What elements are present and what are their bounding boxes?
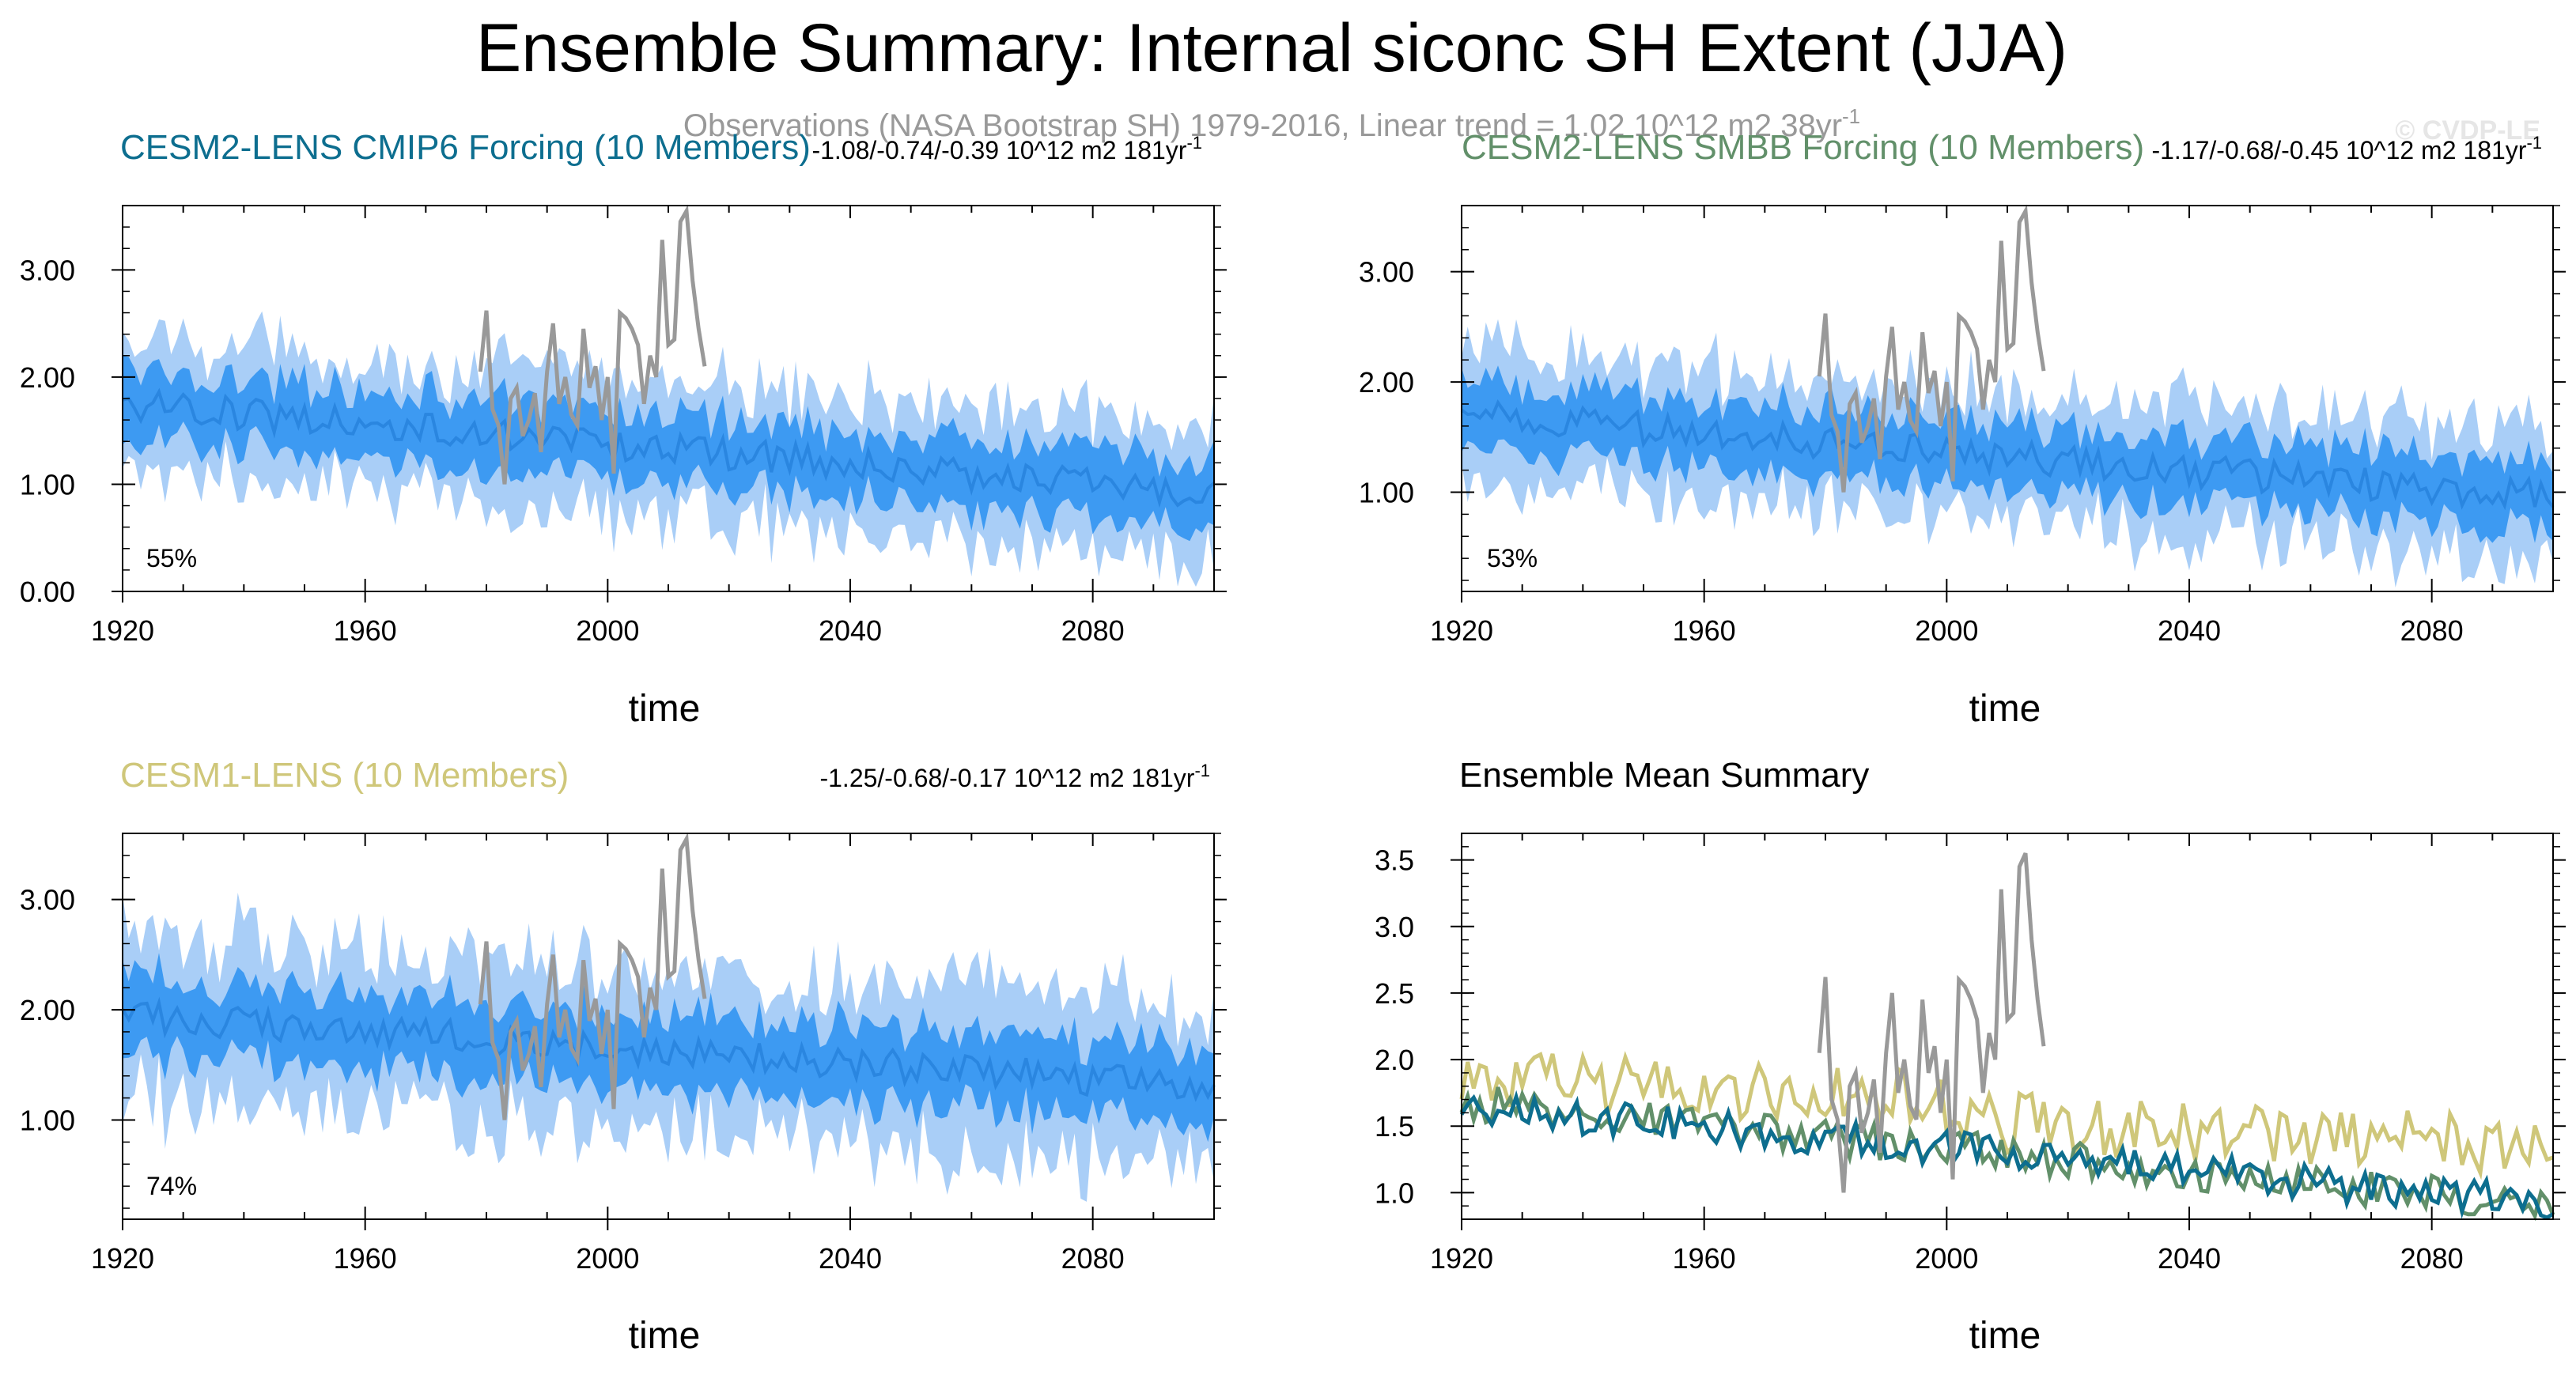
trend-label: -1.25/-0.68/-0.17 10^12 m2 181yr-1 [819, 761, 1210, 792]
percent-label: 55% [146, 544, 197, 572]
watermark: © CVDP-LE [2395, 115, 2540, 145]
x-tick-label: 2080 [1061, 1242, 1125, 1275]
x-tick-label: 1920 [91, 1242, 154, 1275]
y-tick-label: 3.0 [1375, 911, 1414, 943]
y-tick-label: 2.00 [20, 994, 75, 1026]
x-tick-label: 2040 [819, 1242, 882, 1275]
x-axis-label: time [1969, 688, 2041, 730]
x-axis-label: time [1969, 1315, 2041, 1357]
panel-title: CESM2-LENS CMIP6 Forcing (10 Members) [120, 128, 811, 167]
panel-title: CESM1-LENS (10 Members) [120, 756, 569, 795]
y-tick-label: 1.5 [1375, 1110, 1414, 1143]
y-tick-label: 2.00 [1359, 366, 1414, 399]
x-tick-label: 2040 [2158, 1242, 2221, 1275]
x-tick-label: 2080 [2400, 1242, 2464, 1275]
percent-label: 74% [146, 1172, 197, 1200]
trend-label: -1.17/-0.68/-0.45 10^12 m2 181yr-1 [2151, 133, 2542, 164]
x-tick-label: 2000 [576, 614, 639, 647]
x-tick-label: 1960 [334, 1242, 397, 1275]
y-tick-label: 3.5 [1375, 844, 1414, 877]
y-tick-label: 2.0 [1375, 1044, 1414, 1076]
figure-title: Ensemble Summary: Internal siconc SH Ext… [476, 10, 2067, 86]
x-axis-label: time [629, 1315, 701, 1357]
plot-area: 1920 1960 2000 2040 2080 1.0 1.5 2.0 2.5 3.0 3.5 [1375, 833, 2566, 1275]
x-tick-label: 2040 [2158, 614, 2221, 647]
panel-cesm2-cmip6: CESM2-LENS CMIP6 Forcing (10 Members) -1… [20, 128, 1227, 730]
inner-band [123, 355, 1214, 542]
y-tick-label: 1.0 [1375, 1177, 1414, 1209]
y-tick-label: 1.00 [20, 468, 75, 501]
y-tick-label: 3.00 [20, 884, 75, 916]
y-tick-label: 2.5 [1375, 977, 1414, 1010]
plot-area: 1920 1960 2000 2040 2080 1.00 2.00 3.00 [1359, 204, 2566, 647]
series-line-cesm1-lens [1459, 1050, 2554, 1180]
x-tick-label: 2000 [1915, 614, 1978, 647]
x-axis-label: time [629, 688, 701, 730]
plot-area: 1920 1960 2000 2040 2080 1.00 2.00 3.00 [20, 832, 1227, 1275]
ensemble-mean-line [122, 387, 1216, 508]
x-tick-label: 2080 [1061, 614, 1125, 647]
y-tick-label: 1.00 [1359, 477, 1414, 509]
panel-title: CESM2-LENS SMBB Forcing (10 Members) [1462, 128, 2144, 167]
panel-title: Ensemble Mean Summary [1459, 756, 1869, 795]
x-tick-label: 1920 [91, 614, 154, 647]
observations-subtitle: Observations (NASA Bootstrap SH) 1979-20… [683, 104, 1860, 143]
ensemble-mean-line [1460, 399, 2555, 511]
x-tick-label: 1960 [1673, 1242, 1736, 1275]
x-tick-label: 1960 [1673, 614, 1736, 647]
observations-line [478, 832, 707, 1120]
plot-area: 1920 1960 2000 2040 2080 0.00 1.00 2.00 3.00 [20, 204, 1227, 647]
y-tick-label: 3.00 [20, 254, 75, 286]
x-tick-label: 2000 [576, 1242, 639, 1275]
panel-cesm2-smbb: CESM2-LENS SMBB Forcing (10 Members) -1.… [1359, 128, 2566, 730]
inner-band [1462, 365, 2553, 543]
y-tick-label: 2.00 [20, 361, 75, 394]
series-line-cesm2-lens-cmip6 [1459, 1090, 2555, 1220]
x-tick-label: 1920 [1430, 1242, 1493, 1275]
observations-line [1817, 204, 2046, 493]
y-tick-label: 1.00 [20, 1105, 75, 1137]
x-tick-label: 2040 [819, 614, 882, 647]
y-tick-label: 0.00 [20, 576, 75, 608]
x-tick-label: 1920 [1430, 614, 1493, 647]
panel-ensemble-mean-summary: Ensemble Mean Summary 1920 1960 2000 2040 20… [1375, 756, 2566, 1357]
x-tick-label: 2000 [1915, 1242, 1978, 1275]
series-line-cesm2-lens-smbb [1459, 1086, 2555, 1222]
observations-line [1817, 852, 2046, 1193]
trend-label: -1.08/-0.74/-0.39 10^12 m2 181yr-1 [811, 133, 1202, 164]
panel-cesm1: CESM1-LENS (10 Members) -1.25/-0.68/-0.1… [20, 756, 1227, 1357]
observations-line [478, 204, 707, 485]
x-tick-label: 1960 [334, 614, 397, 647]
percent-label: 53% [1487, 544, 1538, 572]
inner-band [123, 953, 1214, 1143]
ensemble-mean-line [121, 996, 1216, 1102]
x-tick-label: 2080 [2400, 614, 2464, 647]
y-tick-label: 3.00 [1359, 256, 1414, 289]
